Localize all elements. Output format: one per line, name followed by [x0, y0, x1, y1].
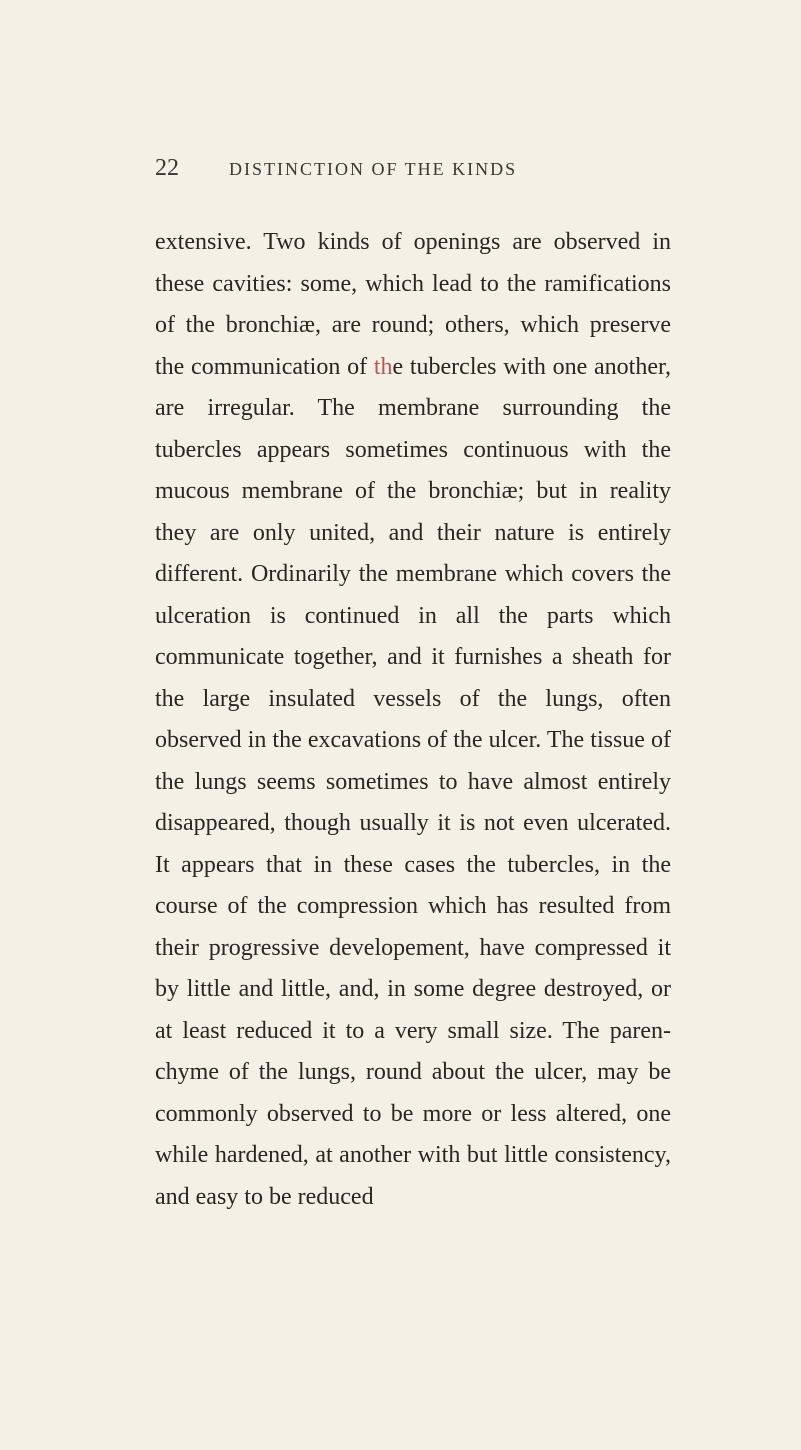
body-text: extensive. Two kinds of openings are obs… [155, 222, 671, 1218]
page-header: 22 DISTINCTION OF THE KINDS [155, 155, 671, 182]
text-part-2: e tubercles with one another, are irregu… [155, 354, 671, 1210]
book-page: 22 DISTINCTION OF THE KINDS extensive. T… [0, 0, 801, 1450]
page-number: 22 [155, 155, 179, 182]
red-marking: th [374, 354, 393, 380]
chapter-title: DISTINCTION OF THE KINDS [229, 159, 517, 180]
